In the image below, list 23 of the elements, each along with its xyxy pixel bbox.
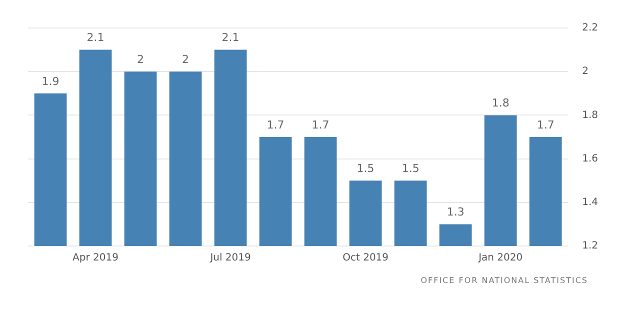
data-label: 1.7: [536, 118, 554, 132]
y-tick-label: 1.8: [582, 110, 598, 121]
data-label: 1.5: [402, 162, 420, 175]
y-tick-label: 2.2: [582, 22, 598, 34]
data-label: 1.7: [312, 118, 330, 132]
x-tick-label: Jul 2019: [209, 252, 251, 264]
y-tick-label: 2: [582, 66, 588, 78]
data-label: 2: [182, 52, 190, 66]
y-tick-label: 1.2: [582, 240, 598, 252]
data-label: 2: [137, 52, 144, 66]
data-label: 1.8: [492, 96, 510, 110]
text: OFFICE FOR NATIONAL STATISTICS: [420, 276, 589, 285]
y-tick-label: 1.6: [582, 153, 598, 164]
data-label: 1.3: [446, 206, 464, 219]
data-label: 2.1: [222, 31, 240, 44]
x-tick-label: Apr 2019: [72, 252, 118, 264]
data-label: 2.1: [86, 31, 104, 44]
y-tick-label: 1.4: [582, 196, 598, 208]
data-label: 1.5: [356, 162, 374, 175]
x-tick-label: Oct 2019: [342, 252, 389, 264]
data-label: 1.7: [266, 118, 284, 132]
data-label: 1.9: [42, 74, 60, 88]
x-tick-label: Jan 2020: [478, 252, 523, 264]
